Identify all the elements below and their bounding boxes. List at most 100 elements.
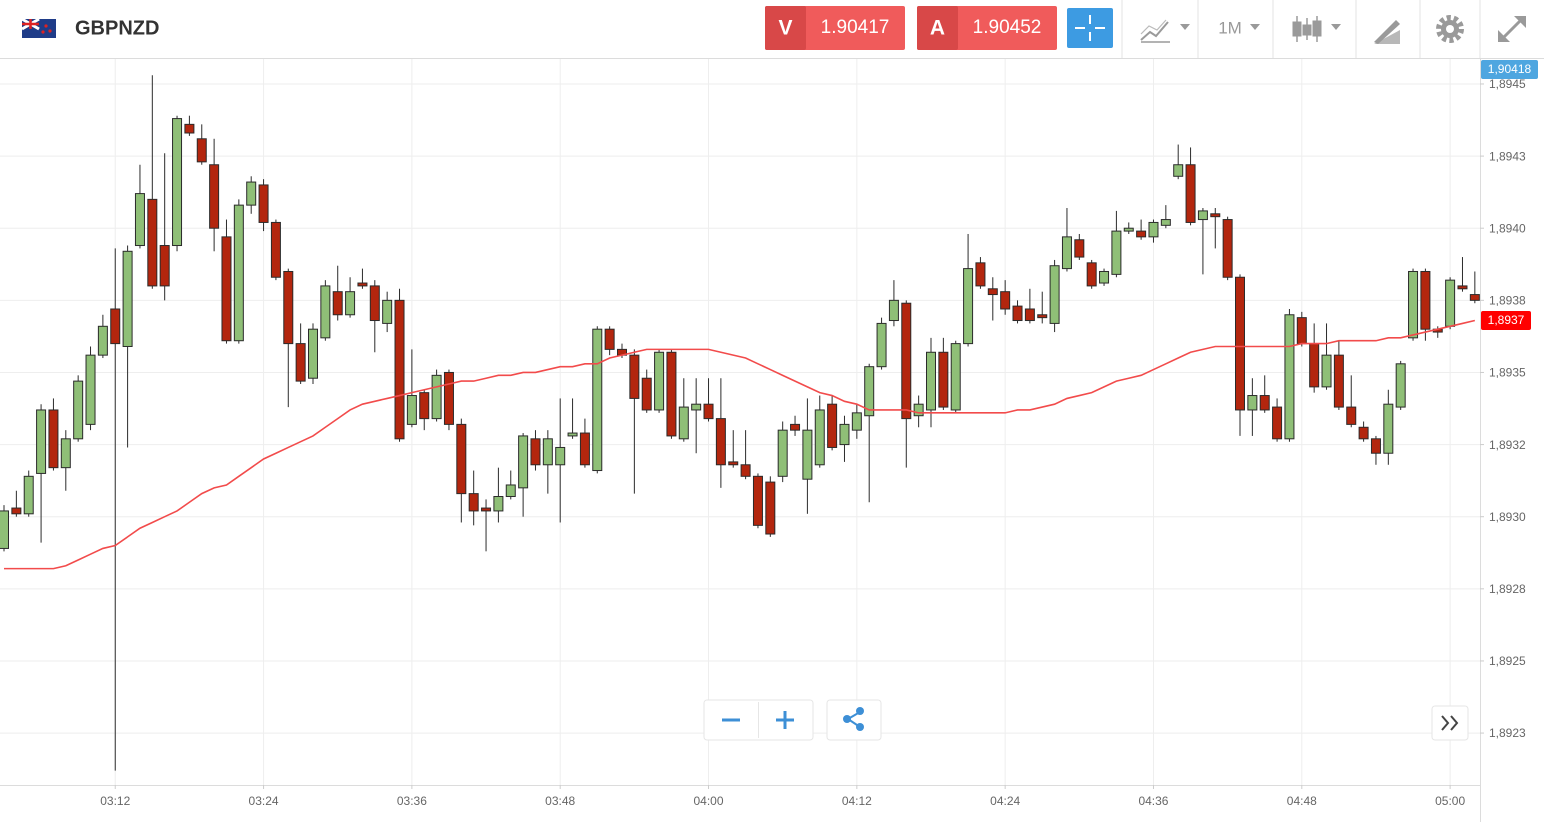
zoom-in-button[interactable] [776,711,794,729]
plot-area [0,58,1480,785]
candle-body [579,432,590,466]
y-tick-label: 1,8938 [1489,294,1526,308]
candle-body [505,484,516,498]
candle-body [1235,276,1245,411]
candle-body [73,380,84,440]
candle-body [0,510,9,549]
zoom-controls [703,699,814,741]
candle-body [308,328,318,379]
candle-body [196,138,207,163]
candle-body [382,299,393,324]
candle-body [1309,343,1320,388]
candle-body [394,299,405,440]
ask-price-tag: 1,90418 [1481,60,1538,79]
candle-body [1024,308,1035,322]
candle-body [703,403,714,420]
y-tick-label: 1,8945 [1489,77,1526,91]
candle-body [777,429,788,477]
candle-body [740,464,751,477]
candle-body [233,204,244,342]
x-tick-label: 04:00 [694,794,724,808]
y-tick-label: 1,8932 [1489,438,1526,452]
x-tick-label: 03:48 [545,794,575,808]
flag-icon [21,17,56,38]
candle-body [1383,403,1394,454]
candle-body [691,403,702,411]
candle-body [975,262,986,287]
candle-body [456,423,467,495]
candle-body [1222,219,1233,278]
timeframe-button[interactable]: 1M [1218,18,1260,37]
candle-body [654,351,665,411]
chart-type-button[interactable] [1140,19,1190,43]
candle-body [159,245,170,287]
candle-body [406,395,417,425]
candle-body [1420,270,1431,330]
candle-body [36,409,47,474]
sell-button[interactable]: V 1.90417 [765,6,905,50]
candle-body [678,406,689,440]
candle-body [1445,279,1456,327]
x-tick-label: 03:36 [397,794,427,808]
candle-body [876,322,887,368]
candle-body [332,291,343,316]
candle-body [1061,236,1072,270]
candle-body [23,475,34,515]
candle-body [60,438,71,469]
candle-body [246,181,257,206]
candle-body [345,291,356,316]
candle-body [1111,230,1122,275]
candle-body [468,493,479,512]
candle-body [1160,219,1171,226]
candle-body [555,446,566,466]
sell-price: 1.90417 [821,17,890,38]
candle-body [1259,395,1270,411]
candle-body [1123,227,1134,232]
crosshair-button[interactable] [1067,8,1113,48]
candle-body [1173,164,1184,177]
candle-body [1210,213,1221,218]
candle-style-button[interactable] [1292,16,1341,42]
candle-body [1370,438,1381,454]
candle-body [209,164,220,229]
candle-body [1012,305,1023,322]
candle-body [1457,285,1468,290]
candle-body [369,285,380,322]
candle-body [122,250,133,347]
candle-body [1333,354,1344,408]
drawing-tools-button[interactable] [1374,20,1400,44]
candle-body [147,198,158,287]
scroll-to-end-button[interactable] [1431,705,1469,741]
settings-button[interactable] [1436,15,1464,43]
candle-body [1247,395,1258,411]
candle-body [1395,363,1406,408]
candle-body [827,403,838,448]
candle-body [790,423,801,431]
candle-body [1272,406,1283,440]
candle-body [629,354,640,399]
price-tag-label: 1,8937 [1488,313,1525,327]
symbol: GBPNZD [75,17,159,39]
x-tick-label: 03:24 [249,794,279,808]
candle-body [950,343,961,411]
timeframe: 1M [1218,18,1242,37]
y-tick-label: 1,8928 [1489,582,1526,596]
candle-body [1408,270,1419,339]
candle-body [320,285,331,339]
candle-body [567,432,578,437]
share-button[interactable] [826,699,882,741]
candle-body [901,302,912,420]
buy-button[interactable]: A 1.90452 [917,6,1057,50]
candle-body [530,438,541,466]
candle-body [258,184,269,223]
candle-body [85,354,96,425]
candle-body [1099,270,1110,284]
candle-body [184,123,195,134]
candle-body [1148,221,1159,238]
fullscreen-button[interactable] [1498,16,1526,42]
x-tick-label: 05:00 [1435,794,1465,808]
candle-body [1049,265,1060,324]
candle-body [963,268,974,345]
